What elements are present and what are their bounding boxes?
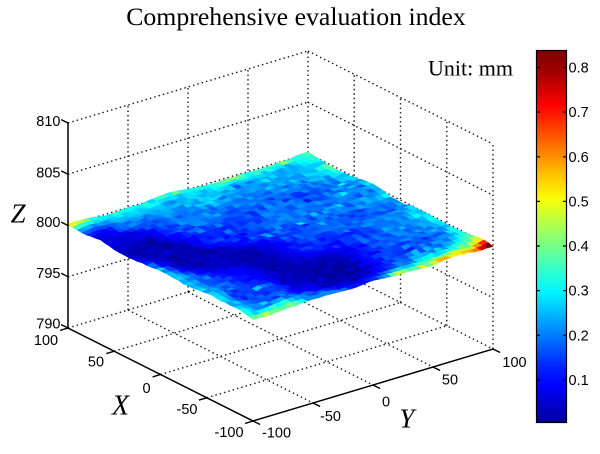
svg-text:790: 790 [36,317,60,333]
svg-text:805: 805 [36,166,60,182]
svg-text:-50: -50 [320,409,341,425]
svg-text:-100: -100 [214,425,243,441]
svg-text:50: 50 [88,355,104,371]
svg-text:Unit: mm: Unit: mm [428,56,513,81]
svg-text:795: 795 [36,266,60,282]
svg-text:810: 810 [36,114,60,130]
svg-text:100: 100 [502,355,526,371]
svg-text:0.7: 0.7 [569,105,589,121]
svg-text:0.5: 0.5 [569,194,589,210]
svg-text:800: 800 [36,215,60,231]
svg-text:0.4: 0.4 [569,239,589,255]
svg-text:0: 0 [142,381,150,397]
svg-text:0.8: 0.8 [569,61,589,77]
svg-text:X: X [111,391,130,422]
svg-text:-50: -50 [177,402,198,418]
svg-text:0.2: 0.2 [569,328,589,344]
svg-text:100: 100 [34,333,58,349]
svg-text:Comprehensive evaluation index: Comprehensive evaluation index [126,2,466,31]
svg-text:50: 50 [442,373,458,389]
svg-text:Z: Z [11,199,27,229]
svg-text:Y: Y [399,404,417,434]
svg-text:0.1: 0.1 [569,373,589,389]
svg-text:0: 0 [382,395,390,411]
svg-text:0.6: 0.6 [569,150,589,166]
svg-text:0.3: 0.3 [569,284,589,300]
svg-text:-100: -100 [262,426,291,442]
